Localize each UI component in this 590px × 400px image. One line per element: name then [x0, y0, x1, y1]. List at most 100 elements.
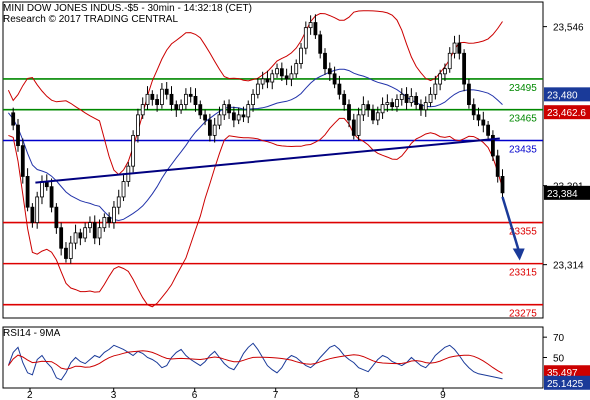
- candle-body: [275, 68, 279, 75]
- x-axis-label: 3: [111, 390, 117, 400]
- candle-body: [471, 104, 476, 116]
- candle-body: [289, 73, 294, 80]
- rsi-value-tag-bg: [544, 365, 590, 380]
- candle-body: [462, 52, 467, 85]
- candle-body: [294, 63, 299, 75]
- candle-body: [308, 22, 313, 29]
- candle-body: [299, 47, 303, 64]
- x-axis-label: 6: [192, 390, 198, 400]
- chart-copyright: Research © 2017 TRADING CENTRAL: [3, 14, 178, 25]
- candle-body: [73, 232, 78, 244]
- rsi-title: RSI14 - 9MA: [3, 328, 61, 339]
- current-price-tag: 23,384: [547, 189, 578, 200]
- candle-body: [116, 196, 121, 208]
- candle-body: [217, 114, 222, 126]
- candle-body: [255, 83, 260, 95]
- candle-body: [428, 93, 433, 103]
- x-axis-label: 9: [440, 390, 446, 400]
- candle-body: [97, 227, 102, 239]
- candle-body: [121, 181, 126, 198]
- candle-body: [323, 52, 327, 70]
- support-trendline: [35, 137, 500, 184]
- candle-body: [318, 34, 323, 54]
- candle-body: [107, 217, 112, 223]
- bollinger-lower-line: [8, 117, 503, 308]
- candle-body: [303, 27, 308, 49]
- rsi-ma-tag-bg: [544, 375, 590, 390]
- candle-body: [35, 196, 40, 223]
- candle-body: [140, 104, 145, 116]
- candle-body: [481, 119, 486, 126]
- candle-body: [361, 104, 366, 116]
- candle-body: [236, 114, 241, 121]
- candle-body: [419, 104, 423, 111]
- candle-body: [265, 78, 270, 83]
- candle-body: [395, 99, 399, 108]
- candle-body: [246, 104, 251, 118]
- candle-body: [227, 104, 231, 114]
- candle-body: [347, 104, 351, 121]
- candle-body: [88, 222, 92, 229]
- candle-body: [131, 134, 136, 167]
- candle-body: [337, 83, 342, 95]
- candle-body: [92, 222, 97, 239]
- forecast-arrow-head: [512, 248, 525, 261]
- candle-body: [198, 104, 203, 116]
- candle-body: [183, 93, 188, 105]
- candle-body: [284, 75, 289, 80]
- candle-body: [83, 227, 88, 239]
- candle-body: [342, 93, 347, 105]
- forecast-arrow-shaft: [501, 196, 520, 251]
- candle-body: [375, 112, 380, 121]
- candle-body: [351, 119, 356, 136]
- candle-body: [486, 124, 491, 136]
- candle-body: [409, 95, 414, 103]
- candle-body: [371, 109, 375, 121]
- candle-body: [385, 102, 390, 105]
- candle-body: [457, 42, 462, 54]
- rsi-value-tag: 35.497: [547, 368, 578, 379]
- candle-body: [270, 73, 275, 83]
- candle-body: [356, 114, 361, 136]
- price-axis-label: 23,546: [553, 23, 584, 34]
- rsi-line: [7, 342, 503, 381]
- candle-body: [414, 95, 419, 105]
- candle-body: [68, 242, 73, 259]
- candle-body: [188, 93, 193, 97]
- level-label-23315: 23315: [509, 268, 537, 279]
- candle-body: [59, 227, 64, 249]
- candle-body: [433, 83, 438, 95]
- rsi-ma-tag: 25.1425: [547, 379, 584, 390]
- candle-body: [380, 104, 385, 114]
- price-tag-480: 23,480: [547, 90, 578, 101]
- candle-body: [279, 68, 284, 77]
- x-axis-label: 2: [27, 390, 33, 400]
- price-tag-462-bg: [544, 105, 590, 120]
- price-tag-480-bg: [544, 87, 590, 102]
- candle-body: [112, 206, 116, 223]
- candle-body: [327, 68, 332, 75]
- candle-body: [423, 102, 428, 111]
- x-axis-label: 7: [273, 390, 279, 400]
- candle-body: [404, 93, 409, 103]
- chart-title: MINI DOW JONES INDUS.-$5 - 30min - 14:32…: [3, 3, 252, 14]
- level-label-23275: 23275: [509, 309, 537, 320]
- candle-body: [447, 52, 452, 70]
- rsi-ma-line: [7, 350, 503, 374]
- candle-body: [366, 104, 371, 111]
- candle-body: [260, 78, 265, 85]
- candle-body: [193, 95, 198, 105]
- candle-body: [241, 114, 246, 118]
- level-label-23435: 23435: [509, 145, 537, 156]
- candle-body: [20, 145, 25, 177]
- candle-body: [332, 73, 337, 85]
- candle-body: [136, 114, 140, 136]
- price-axis-label: 23,314: [553, 261, 584, 272]
- candle-body: [160, 88, 164, 105]
- candle-body: [207, 119, 212, 136]
- bollinger-upper-line: [7, 10, 503, 176]
- candle-body: [78, 232, 83, 239]
- candle-body: [500, 176, 505, 194]
